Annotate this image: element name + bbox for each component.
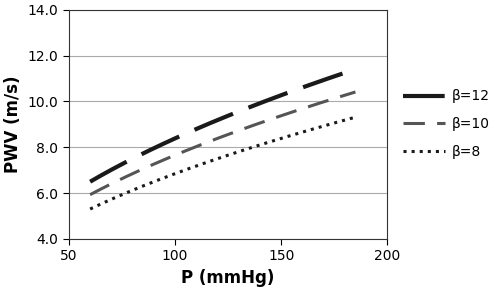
β=8 <box>254 144 260 148</box>
β=12 <box>280 93 286 96</box>
β=10 <box>174 153 180 156</box>
β=12 <box>254 102 260 106</box>
Y-axis label: PWV (m/s): PWV (m/s) <box>4 75 22 173</box>
β=12 <box>119 162 125 166</box>
Line: β=8: β=8 <box>90 117 355 209</box>
β=12 <box>352 68 358 71</box>
Line: β=10: β=10 <box>90 92 355 195</box>
β=12 <box>174 136 180 139</box>
β=8 <box>119 193 125 196</box>
Legend: β=12, β=10, β=8: β=12, β=10, β=8 <box>398 84 495 165</box>
β=10 <box>280 113 286 117</box>
β=10 <box>352 90 358 94</box>
X-axis label: P (mmHg): P (mmHg) <box>182 269 275 287</box>
β=10 <box>119 177 125 180</box>
β=10 <box>254 122 260 126</box>
β=12 <box>192 128 198 131</box>
β=8 <box>174 171 180 175</box>
β=8 <box>278 136 284 140</box>
β=12 <box>278 93 284 97</box>
β=8 <box>87 207 93 211</box>
β=10 <box>192 145 198 149</box>
β=12 <box>87 180 93 183</box>
β=10 <box>87 193 93 196</box>
β=8 <box>192 165 198 168</box>
β=8 <box>280 136 286 140</box>
β=8 <box>352 116 358 119</box>
β=10 <box>278 114 284 117</box>
Line: β=12: β=12 <box>90 69 355 182</box>
